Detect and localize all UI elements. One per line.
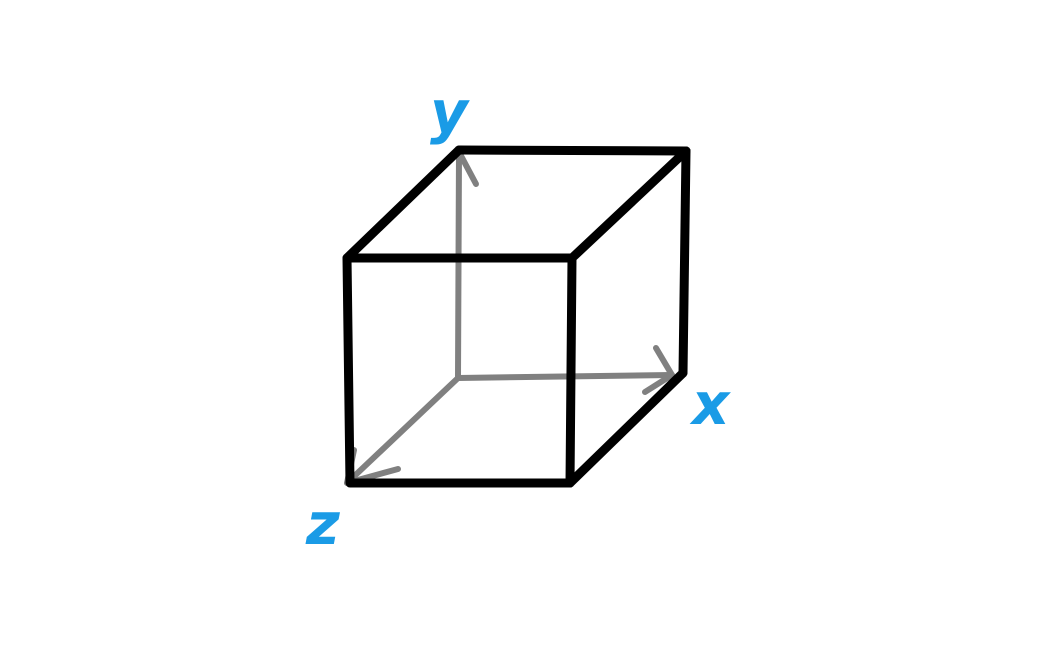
- z-axis-label: z: [305, 490, 340, 558]
- cube-bottom-right-connector: [565, 368, 688, 488]
- x-axis-label: x: [689, 370, 731, 438]
- cube-back-right-edge: [678, 146, 691, 378]
- cube: [342, 145, 691, 488]
- y-axis-arrow: [455, 149, 479, 381]
- x-axis-arrow: [455, 345, 675, 395]
- y-axis-label: y: [430, 78, 470, 146]
- cube-top-left-connector: [342, 145, 464, 263]
- cube-top-right-connector: [567, 146, 691, 263]
- cube-back-top-edge: [454, 145, 691, 156]
- z-axis-arrow: [344, 375, 461, 486]
